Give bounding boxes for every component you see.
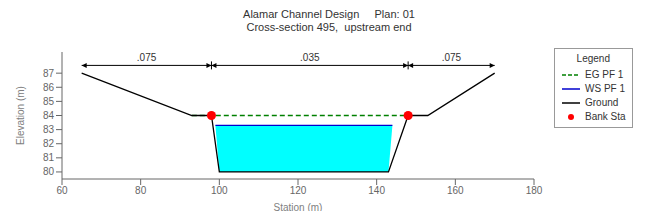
svg-text:120: 120 [290, 185, 307, 196]
svg-text:100: 100 [211, 185, 228, 196]
svg-text:83: 83 [43, 124, 55, 135]
svg-text:82: 82 [43, 138, 55, 149]
svg-text:84: 84 [43, 110, 55, 121]
svg-text:.075: .075 [137, 52, 157, 63]
svg-text:85: 85 [43, 96, 55, 107]
svg-text:87: 87 [43, 68, 55, 79]
html-text:EG PF 1: EG PF 1 [585, 69, 624, 80]
html-text:Alamar Channel Design Plan: 01: Alamar Channel Design Plan: 01 [243, 8, 415, 20]
svg-text:80: 80 [135, 185, 147, 196]
html-text:Bank Sta: Bank Sta [585, 111, 626, 122]
svg-text:180: 180 [526, 185, 543, 196]
svg-text:81: 81 [43, 152, 55, 163]
svg-text:160: 160 [447, 185, 464, 196]
svg-text:86: 86 [43, 82, 55, 93]
html-text:Ground: Ground [585, 97, 619, 108]
html-text:Legend: Legend [576, 53, 610, 64]
svg-text:.035: .035 [300, 52, 320, 63]
svg-text:80: 80 [43, 166, 55, 177]
html-text:WS PF 1: WS PF 1 [585, 83, 625, 94]
svg-text:.075: .075 [442, 52, 462, 63]
svg-text:Elevation (m): Elevation (m) [15, 86, 26, 145]
html-text:Cross-section 495, upstream en: Cross-section 495, upstream end [246, 21, 412, 33]
svg-text:Station (m): Station (m) [274, 202, 323, 211]
svg-text:60: 60 [56, 185, 68, 196]
svg-text:140: 140 [368, 185, 385, 196]
